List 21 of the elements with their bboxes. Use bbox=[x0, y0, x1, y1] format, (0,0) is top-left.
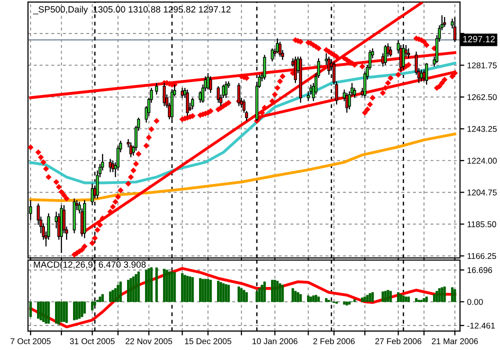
y-tick-label: -12.461 bbox=[467, 322, 495, 329]
y-tick-label: 16.696 bbox=[468, 267, 492, 274]
x-tick-label: 7 Oct 2005 bbox=[10, 338, 51, 344]
y-tick-label: 1185.50 bbox=[468, 221, 496, 228]
x-tick-label: 31 Oct 2005 bbox=[70, 338, 115, 344]
ref-line-label: 1297.12 bbox=[463, 36, 495, 42]
x-tick-label: 22 Nov 2005 bbox=[126, 338, 172, 344]
chart-title: MACD(12,26,9) 6.470 3.908 bbox=[34, 261, 146, 270]
y-tick-label: 1281.75 bbox=[468, 62, 497, 68]
y-tick-label: 1243.25 bbox=[468, 126, 497, 132]
y-tick-label: 1262.50 bbox=[468, 94, 497, 100]
y-tick-label: 1224.00 bbox=[468, 158, 497, 164]
y-tick-label: 1166.25 bbox=[468, 253, 496, 259]
chart-title: _SP500,Daily 1305.00 1310.88 1295.82 1297.12 bbox=[33, 6, 231, 14]
x-tick-label: 27 Feb 2006 bbox=[375, 338, 422, 344]
y-tick-label: 0.00 bbox=[467, 298, 483, 305]
x-tick-label: 2 Feb 2006 bbox=[313, 338, 355, 344]
x-tick-label: 15 Dec 2005 bbox=[185, 338, 232, 344]
y-tick-label: 1204.75 bbox=[468, 190, 497, 196]
x-tick-label: 21 Mar 2006 bbox=[432, 338, 478, 344]
x-tick-label: 10 Jan 2006 bbox=[252, 338, 298, 344]
